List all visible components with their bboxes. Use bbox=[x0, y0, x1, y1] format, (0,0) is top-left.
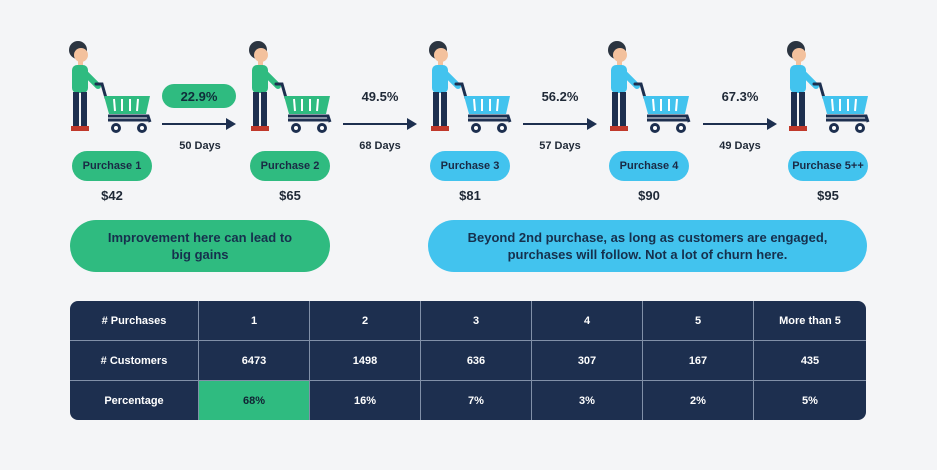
transition-days-4: 49 Days bbox=[719, 140, 761, 152]
table-cell: 6473 bbox=[199, 341, 310, 381]
arrow-right-icon bbox=[523, 118, 597, 130]
table-cell: 16% bbox=[310, 381, 421, 420]
transition-rate-4: 67.3% bbox=[721, 89, 759, 104]
shopper-figure-1 bbox=[64, 40, 160, 140]
purchase-pill-1: Purchase 1 bbox=[72, 151, 152, 181]
shopper-with-cart-icon bbox=[787, 41, 870, 133]
table-cell: 3 bbox=[421, 301, 532, 341]
table-cell: 3% bbox=[532, 381, 643, 420]
table-cell: 2 bbox=[310, 301, 421, 341]
purchase-pill-2: Purchase 2 bbox=[250, 151, 330, 181]
table-cell: # Customers bbox=[70, 341, 199, 381]
shopper-figure-2 bbox=[244, 40, 340, 140]
table-cell: 435 bbox=[754, 341, 866, 381]
purchase-price-2: $65 bbox=[279, 188, 301, 203]
transition-days-2: 68 Days bbox=[359, 140, 401, 152]
table-row-customers: # Customers 6473 1498 636 307 167 435 bbox=[70, 341, 866, 381]
table-cell: 167 bbox=[643, 341, 754, 381]
shopper-figure-4 bbox=[603, 40, 699, 140]
table-cell: 4 bbox=[532, 301, 643, 341]
transition-rate-1: 22.9% bbox=[162, 84, 236, 108]
arrow-right-icon bbox=[162, 118, 236, 130]
shopper-with-cart-icon bbox=[608, 41, 691, 133]
table-cell: 307 bbox=[532, 341, 643, 381]
table-cell: More than 5 bbox=[754, 301, 866, 341]
shopper-figure-5 bbox=[782, 40, 878, 140]
purchase-price-4: $90 bbox=[638, 188, 660, 203]
table-cell: 5% bbox=[802, 394, 818, 407]
transition-rate-2: 49.5% bbox=[361, 89, 399, 104]
table-cell: 2% bbox=[643, 381, 754, 420]
callout-right: Beyond 2nd purchase, as long as customer… bbox=[428, 220, 867, 272]
shopper-with-cart-icon bbox=[429, 41, 512, 133]
transition-rate-3: 56.2% bbox=[541, 89, 579, 104]
table-cell-highlight: 68% bbox=[199, 381, 310, 420]
table-cell: 1498 bbox=[310, 341, 421, 381]
shopper-with-cart-icon bbox=[69, 41, 152, 133]
table-cell: 7% bbox=[421, 381, 532, 420]
purchase-pill-4: Purchase 4 bbox=[609, 151, 689, 181]
table-cell: 5 bbox=[643, 301, 754, 341]
arrow-right-icon bbox=[703, 118, 777, 130]
transition-days-1: 50 Days bbox=[179, 140, 221, 152]
callout-left: Improvement here can lead to big gains bbox=[70, 220, 330, 272]
purchase-price-5: $95 bbox=[817, 188, 839, 203]
arrow-right-icon bbox=[343, 118, 417, 130]
transition-days-3: 57 Days bbox=[539, 140, 581, 152]
table-cell: 636 bbox=[421, 341, 532, 381]
table-cell: # Purchases bbox=[70, 301, 199, 341]
purchase-price-3: $81 bbox=[459, 188, 481, 203]
table-cell: 1 bbox=[199, 301, 310, 341]
shopper-with-cart-icon bbox=[249, 41, 332, 133]
table-row-percentage: Percentage 68% 16% 7% 3% 2% 5% bbox=[70, 381, 866, 420]
table-cell: Percentage bbox=[70, 381, 199, 420]
shopper-figure-3 bbox=[424, 40, 520, 140]
purchase-price-1: $42 bbox=[101, 188, 123, 203]
purchase-pill-5: Purchase 5++ bbox=[788, 151, 868, 181]
table-row-purchases: # Purchases 1 2 3 4 5 More than 5 bbox=[70, 301, 866, 341]
purchase-pill-3: Purchase 3 bbox=[430, 151, 510, 181]
purchase-stats-table: # Purchases 1 2 3 4 5 More than 5 # Cust… bbox=[70, 301, 866, 420]
